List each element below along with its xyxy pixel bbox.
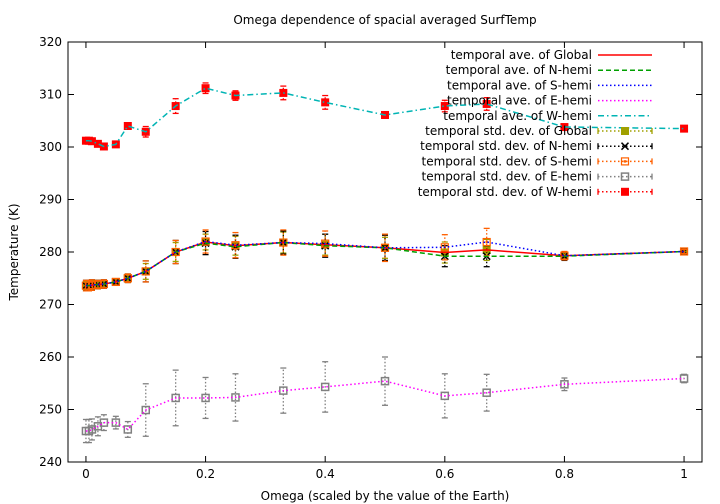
legend-marker — [620, 172, 630, 181]
data-point — [123, 274, 132, 283]
x-tick-label: 0.6 — [435, 467, 454, 481]
legend-marker — [621, 187, 629, 196]
x-tick-label: 0.2 — [196, 467, 215, 481]
data-point — [99, 418, 109, 427]
data-point — [380, 376, 390, 386]
data-point-dot — [485, 240, 488, 244]
legend-label: temporal std. dev. of S-hemi — [421, 154, 592, 168]
legend-label: temporal ave. of S-hemi — [447, 78, 592, 92]
y-tick-label: 270 — [39, 298, 62, 312]
y-tick-label: 300 — [39, 140, 62, 154]
y-axis-label: Temperature (K) — [7, 203, 21, 301]
data-point — [123, 425, 133, 434]
y-tick-label: 310 — [39, 88, 62, 102]
y-tick-label: 250 — [39, 403, 62, 417]
legend-label: temporal std. dev. of E-hemi — [422, 170, 592, 184]
y-tick-label: 320 — [39, 35, 62, 49]
legend-label: temporal std. dev. of N-hemi — [420, 139, 592, 153]
legend-label: temporal std. dev. of Global — [425, 124, 592, 138]
x-tick-label: 1 — [680, 467, 688, 481]
series-line — [85, 240, 685, 287]
y-tick-label: 290 — [39, 193, 62, 207]
data-point — [680, 124, 689, 133]
series-line — [85, 241, 685, 287]
legend-label: temporal ave. of W-hemi — [443, 109, 592, 123]
data-point — [123, 122, 132, 130]
x-axis-label: Omega (scaled by the value of the Earth) — [261, 489, 510, 503]
y-tick-label: 280 — [39, 245, 62, 259]
series-line — [85, 87, 685, 148]
data-point — [141, 267, 150, 276]
data-point — [201, 84, 210, 93]
data-point — [320, 382, 330, 392]
plot-area: 240 250 260 270 280 290 300 310 320 0 0.2 0.4 0.6 0.8… — [39, 35, 703, 481]
x-tick-label: 0.4 — [316, 467, 335, 481]
y-tick-label: 240 — [39, 455, 62, 469]
x-tick-label: 0 — [82, 467, 90, 481]
x-tick-label: 0.8 — [555, 467, 574, 481]
legend-marker — [620, 142, 630, 151]
legend-label: temporal ave. of N-hemi — [446, 63, 592, 77]
legend-marker-dot — [623, 160, 627, 163]
legend-marker — [620, 157, 630, 166]
legend-marker — [621, 127, 629, 135]
data-point — [482, 388, 491, 397]
chart-title: Omega dependence of spacial averaged Sur… — [233, 13, 536, 27]
data-point — [141, 405, 151, 415]
y-tick-label: 260 — [39, 350, 62, 364]
data-point — [201, 393, 210, 403]
data-point — [482, 237, 491, 247]
legend-label: temporal ave. of Global — [451, 48, 592, 62]
legend-label: temporal std. dev. of W-hemi — [418, 185, 592, 199]
legend-label: temporal ave. of E-hemi — [447, 94, 592, 108]
series-line — [85, 377, 685, 432]
data-point — [171, 247, 180, 257]
